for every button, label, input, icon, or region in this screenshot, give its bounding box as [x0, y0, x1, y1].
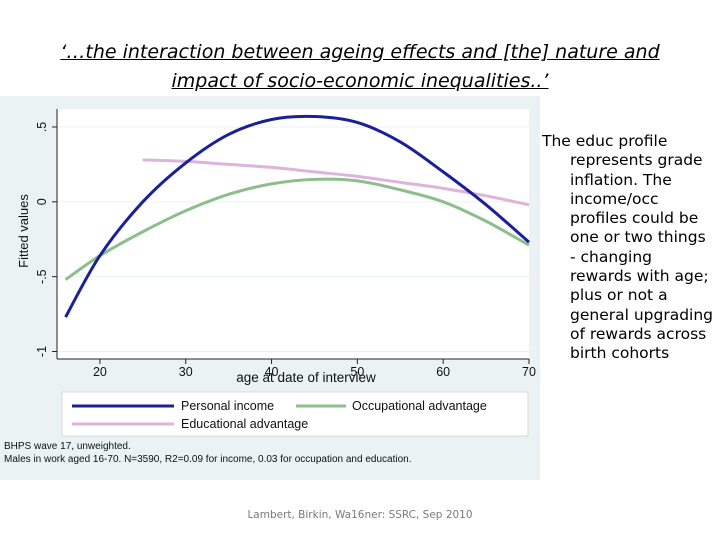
legend-label-occupational: Occupational advantage	[352, 399, 487, 413]
slide-footer: Lambert, Birkin, Wa16ner: SSRC, Sep 2010	[247, 509, 473, 521]
notes-first-line: The educ profile	[542, 132, 668, 150]
series-line-personal-income	[64, 114, 530, 318]
x-tick-label: 50	[350, 365, 364, 379]
series-line-occupational	[64, 177, 530, 281]
legend-label-educational: Educational advantage	[181, 417, 308, 431]
chart-figure: -1 -.5 0 .5 20 30 40 50 60 70 Fitted values age a…	[0, 96, 540, 480]
x-tick-label: 20	[93, 365, 107, 379]
y-tick-label: 0	[35, 198, 49, 205]
notes-body: represents grade inflation. The income/o…	[570, 151, 714, 363]
x-axis-label: age at date of interview	[236, 370, 376, 385]
y-tick-label: -.5	[35, 269, 49, 284]
x-tick-label: 70	[522, 365, 536, 379]
x-tick-label: 30	[179, 365, 193, 379]
caption-line-1: BHPS wave 17, unweighted.	[4, 441, 131, 452]
slide-title: ‘…the interaction between ageing effects…	[60, 41, 660, 92]
x-tick-label: 60	[436, 365, 450, 379]
x-tick-label: 40	[265, 365, 279, 379]
fitted-values-chart: -1 -.5 0 .5 20 30 40 50 60 70 Fitted values age a…	[0, 96, 540, 480]
legend-label-personal-income: Personal income	[181, 399, 274, 413]
caption-line-2: Males in work aged 16-70. N=3590, R2=0.0…	[4, 454, 411, 465]
y-tick-label: .5	[35, 122, 49, 132]
y-axis-label: Fitted values	[16, 194, 31, 268]
legend	[61, 391, 529, 437]
series-line-educational	[142, 158, 530, 207]
y-tick-label: -1	[35, 346, 49, 357]
plot-area	[57, 109, 529, 359]
slide-notes: The educ profile represents grade inflat…	[542, 132, 714, 364]
